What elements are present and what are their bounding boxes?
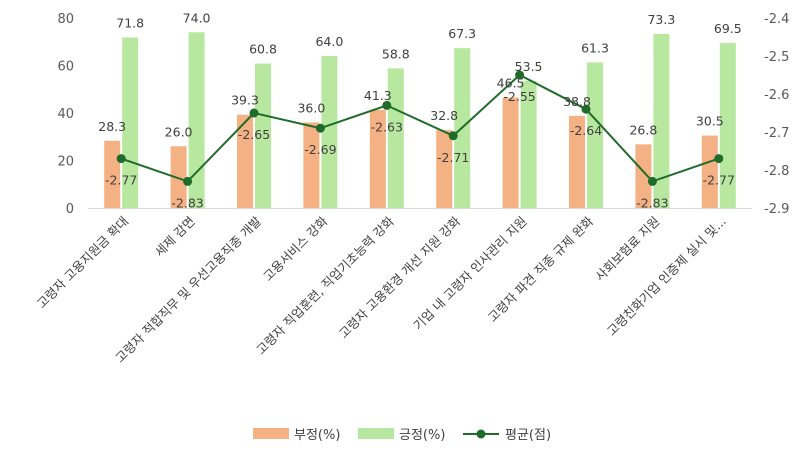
data-label-negative: 32.8 xyxy=(430,108,458,123)
legend-swatch-positive xyxy=(358,428,394,439)
data-label-negative: 26.8 xyxy=(629,122,657,137)
average-point xyxy=(249,108,259,118)
data-label-average: -2.55 xyxy=(503,89,535,104)
axes: 0 20 40 60 80 -2.4 -2.5 -2.6 -2.7 -2.8 -2.9 xyxy=(57,12,789,217)
y-left-tick-label: 0 xyxy=(66,202,74,217)
average-point xyxy=(448,131,458,141)
data-label-negative: 28.3 xyxy=(98,119,126,134)
y-right-tick-label: -2.9 xyxy=(764,202,789,217)
data-label-positive: 61.3 xyxy=(581,40,609,55)
legend-label-negative: 부정(%) xyxy=(294,428,340,443)
legend-swatch-negative xyxy=(253,428,289,439)
data-label-average: -2.77 xyxy=(703,173,735,188)
bar-negative xyxy=(502,97,519,208)
legend-label-positive: 긍정(%) xyxy=(399,428,445,443)
bar-negative xyxy=(569,115,585,208)
average-point xyxy=(183,176,193,186)
bar-negative xyxy=(104,140,121,208)
data-label-positive: 69.5 xyxy=(714,21,742,36)
bar-positive xyxy=(653,33,670,208)
bar-negative xyxy=(237,114,253,208)
data-label-negative: 39.3 xyxy=(231,93,259,108)
bar-positive xyxy=(587,62,603,208)
category-label: 고령자 고용환경 개선 지원 강화 xyxy=(336,213,464,341)
bar-positive xyxy=(520,80,537,208)
category-label: 고령자 적합직무 및 우선고용직종 개발 xyxy=(112,213,264,365)
bar-negative xyxy=(635,144,652,208)
y-right-tick-label: -2.6 xyxy=(764,88,789,103)
y-right-tick-label: -2.8 xyxy=(764,164,789,179)
data-label-positive: 74.0 xyxy=(183,10,211,25)
legend-marker-average xyxy=(476,429,486,439)
data-label-positive: 60.8 xyxy=(249,42,277,57)
legend-label-average: 평균(점) xyxy=(505,428,551,443)
data-label-average: -2.69 xyxy=(304,142,336,157)
data-label-negative: 38.8 xyxy=(563,94,591,109)
data-label-negative: 36.0 xyxy=(297,101,325,116)
data-label-average: -2.65 xyxy=(238,127,270,142)
y-left-tick-label: 60 xyxy=(57,60,74,75)
bar-positive xyxy=(321,56,338,208)
data-label-negative: 30.5 xyxy=(696,114,724,129)
bar-negative xyxy=(701,135,718,208)
average-point xyxy=(382,100,392,110)
average-point xyxy=(647,176,657,186)
y-right-tick-label: -2.4 xyxy=(764,12,789,27)
category-label: 고령친화기업 인증제 실시 및... xyxy=(604,214,729,339)
data-label-positive: 58.8 xyxy=(382,46,410,61)
data-label-average: -2.83 xyxy=(636,195,668,210)
category-label: 기업 내 고령자 인사관리 지원 xyxy=(410,214,529,333)
data-label-positive: 71.8 xyxy=(116,15,144,30)
data-label-positive: 64.0 xyxy=(315,34,343,49)
average-line xyxy=(116,70,724,186)
bar-negative xyxy=(436,130,453,208)
average-series-line xyxy=(120,73,720,183)
bar-positive xyxy=(719,42,736,208)
category-label: 사회보험료 지원 xyxy=(592,214,662,284)
data-label-average: -2.71 xyxy=(437,150,469,165)
data-label-negative: 41.3 xyxy=(364,88,392,103)
average-point xyxy=(714,154,724,164)
data-label-positive: 67.3 xyxy=(448,26,476,41)
y-right-tick-label: -2.7 xyxy=(764,126,789,141)
data-label-negative: 46.5 xyxy=(497,76,525,91)
legend: 부정(%) 긍정(%) 평균(점) xyxy=(253,428,551,443)
category-label: 고령자 직업훈련, 직업기초능력 강화 xyxy=(253,213,397,357)
bars xyxy=(104,32,736,208)
category-label: 고용서비스 강화 xyxy=(260,213,331,284)
data-label-average: -2.83 xyxy=(171,195,203,210)
y-left-tick-label: 20 xyxy=(57,155,74,170)
bar-negative xyxy=(170,146,187,208)
data-label-average: -2.63 xyxy=(371,119,403,134)
average-point xyxy=(116,154,126,164)
bar-positive xyxy=(255,63,271,208)
bar-negative xyxy=(369,109,386,208)
bar-negative xyxy=(303,122,320,208)
average-point xyxy=(315,123,325,133)
data-label-negative: 26.0 xyxy=(165,124,193,139)
bar-positive xyxy=(122,37,139,208)
y-right-tick-label: -2.5 xyxy=(764,50,789,65)
data-label-positive: 73.3 xyxy=(647,12,675,27)
data-label-average: -2.77 xyxy=(105,173,137,188)
bar-positive xyxy=(188,32,205,208)
category-label: 세제 감면 xyxy=(152,214,198,260)
average-point xyxy=(581,104,591,114)
category-label: 고령자 고용지원금 확대 xyxy=(34,214,132,312)
data-labels: 28.3 71.8 26.0 74.0 39.3 60.8 36.0 64.0 41.3 58.8… xyxy=(98,10,741,210)
data-label-average: -2.64 xyxy=(570,123,602,138)
data-label-positive: 53.5 xyxy=(515,59,543,74)
average-point xyxy=(515,70,525,80)
y-left-tick-label: 80 xyxy=(57,12,74,27)
y-left-tick-label: 40 xyxy=(57,107,74,122)
bar-positive xyxy=(387,68,404,208)
